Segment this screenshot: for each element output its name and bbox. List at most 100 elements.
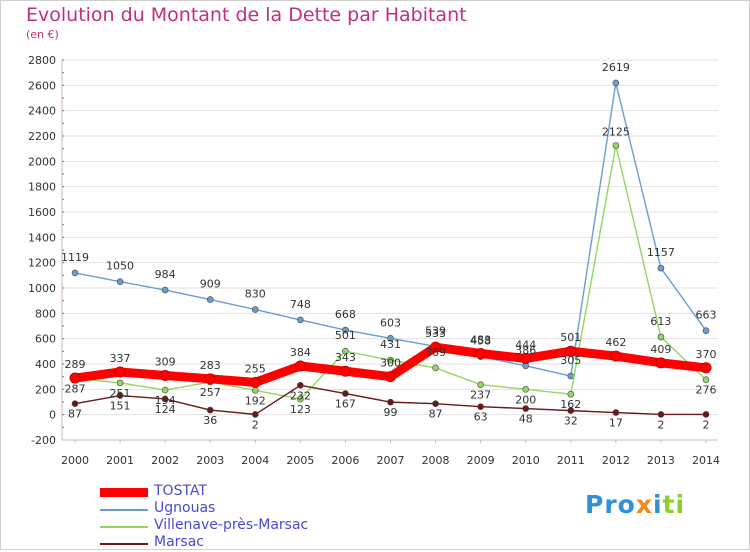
data-point-marsac-2012 (612, 409, 620, 416)
plot-area (62, 60, 718, 440)
data-point-tostat-2001 (114, 366, 126, 378)
data-point-marsac-2007 (387, 398, 394, 406)
data-point-marsac-2011 (567, 407, 575, 414)
y-tick-label-1800: 1800 (28, 181, 56, 194)
data-label-marsac-2004: 2 (252, 418, 259, 431)
chart-title: Evolution du Montant de la Dette par Hab… (26, 4, 467, 26)
x-tick-label-2001: 2001 (106, 454, 134, 467)
data-point-tostat-2005 (294, 360, 306, 372)
data-label-tostat-2009: 483 (470, 333, 491, 346)
data-label-tostat-2007: 300 (380, 357, 401, 370)
data-point-tostat-2013 (655, 357, 667, 369)
data-label-villenave-2001: 251 (110, 387, 131, 400)
y-tick-label-1400: 1400 (28, 231, 56, 244)
legend-swatch-ugnouas (100, 509, 148, 511)
data-point-marsac-2009 (477, 403, 484, 410)
data-point-tostat-2008 (430, 341, 442, 353)
data-label-villenave-2002: 194 (155, 394, 176, 407)
data-label-villenave-2010: 200 (515, 393, 536, 406)
data-label-marsac-2005: 232 (290, 389, 311, 402)
data-label-ugnouas-2003: 909 (200, 278, 221, 291)
data-label-ugnouas-2001: 1050 (106, 260, 134, 273)
data-label-marsac-2009: 63 (474, 411, 488, 424)
data-label-tostat-2000: 289 (65, 358, 86, 371)
x-tick-label-2003: 2003 (196, 454, 224, 467)
data-label-tostat-2012: 462 (605, 336, 626, 349)
data-label-marsac-2010: 48 (519, 413, 533, 426)
legend-swatch-marsac (100, 543, 148, 545)
data-point-ugnouas-2013 (657, 264, 665, 272)
data-label-ugnouas-2014: 663 (696, 309, 717, 322)
data-point-tostat-2007 (385, 371, 396, 383)
y-tick-label-1200: 1200 (28, 257, 56, 270)
legend-swatch-villenave (100, 526, 148, 528)
data-point-tostat-2006 (339, 365, 351, 377)
data-label-tostat-2008: 533 (425, 327, 446, 340)
data-point-villenave-2005 (297, 395, 304, 403)
x-tick-label-2011: 2011 (557, 454, 585, 467)
proxiti-logo: Proxiti (585, 490, 686, 519)
y-tick-label-200: 200 (35, 383, 56, 396)
data-label-ugnouas-2005: 748 (290, 298, 311, 311)
x-tick-label-2009: 2009 (467, 454, 495, 467)
data-point-ugnouas-2002 (161, 286, 169, 294)
data-point-ugnouas-2005 (297, 316, 304, 324)
data-label-tostat-2006: 343 (335, 351, 356, 364)
data-point-tostat-2000 (69, 372, 81, 384)
data-point-villenave-2001 (116, 379, 124, 387)
data-label-ugnouas-2006: 668 (335, 308, 356, 321)
data-label-ugnouas-2007: 603 (380, 316, 401, 329)
y-tick-label-2200: 2200 (28, 130, 56, 143)
data-label-ugnouas-2010: 386 (515, 344, 536, 357)
data-point-tostat-2009 (475, 347, 487, 359)
data-label-marsac-2008: 87 (429, 408, 443, 421)
data-label-tostat-2011: 501 (560, 331, 581, 344)
data-point-marsac-2005 (297, 381, 304, 389)
x-tick-label-2012: 2012 (602, 454, 630, 467)
data-label-tostat-2014: 370 (696, 348, 717, 361)
data-label-villenave-2003: 257 (200, 386, 221, 399)
legend-label-tostat: TOSTAT (154, 483, 207, 499)
data-point-tostat-2014 (700, 362, 712, 374)
data-point-ugnouas-2007 (387, 334, 394, 342)
data-point-villenave-2006 (342, 347, 349, 355)
x-tick-label-2006: 2006 (331, 454, 359, 467)
data-point-marsac-2000 (71, 400, 79, 407)
data-point-villenave-2007 (387, 356, 394, 364)
legend-label-villenave: Villenave-près-Marsac (154, 517, 309, 533)
x-tick-label-2005: 2005 (286, 454, 314, 467)
data-label-tostat-2010: 444 (515, 338, 536, 351)
data-point-villenave-2011 (567, 390, 575, 398)
y-tick-label-2000: 2000 (28, 155, 56, 168)
data-label-ugnouas-2008: 539 (425, 324, 446, 337)
data-label-tostat-2004: 255 (245, 362, 266, 375)
x-tick-label-2004: 2004 (241, 454, 269, 467)
data-label-marsac-2001: 151 (110, 400, 131, 413)
data-label-villenave-2007: 431 (380, 338, 401, 351)
legend-swatch-tostat (100, 488, 148, 497)
data-point-marsac-2014 (702, 411, 710, 418)
data-point-marsac-2008 (432, 400, 439, 407)
data-label-ugnouas-2013: 1157 (647, 246, 675, 259)
data-point-tostat-2011 (565, 345, 577, 357)
legend-label-ugnouas: Ugnouas (154, 500, 216, 516)
data-label-villenave-2000: 287 (65, 382, 86, 395)
y-tick-label-400: 400 (35, 358, 56, 371)
x-tick-label-2010: 2010 (512, 454, 540, 467)
data-label-marsac-2007: 99 (384, 406, 398, 419)
data-label-villenave-2004: 192 (245, 394, 266, 407)
data-point-villenave-2014 (702, 376, 710, 384)
data-point-ugnouas-2001 (116, 278, 124, 285)
data-label-ugnouas-2012: 2619 (602, 61, 630, 74)
data-point-tostat-2003 (204, 373, 216, 385)
data-label-ugnouas-2004: 830 (245, 288, 266, 301)
data-point-villenave-2012 (612, 142, 620, 149)
data-point-tostat-2010 (520, 352, 532, 364)
data-label-tostat-2003: 283 (200, 359, 221, 372)
y-tick-label-1000: 1000 (28, 282, 56, 295)
data-point-villenave-2002 (161, 386, 169, 394)
data-label-villenave-2008: 369 (425, 346, 446, 359)
data-label-villenave-2005: 123 (290, 403, 311, 416)
data-label-marsac-2002: 124 (155, 403, 176, 416)
